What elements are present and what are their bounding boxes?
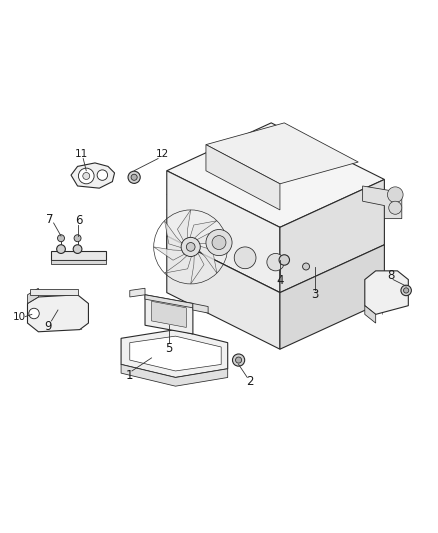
Circle shape [83, 173, 90, 180]
Circle shape [236, 357, 242, 363]
Text: 4: 4 [276, 274, 284, 287]
Circle shape [78, 168, 94, 184]
Circle shape [74, 235, 81, 241]
Polygon shape [165, 249, 194, 273]
Circle shape [57, 235, 64, 241]
Polygon shape [280, 245, 385, 349]
Circle shape [403, 288, 409, 293]
Circle shape [389, 201, 402, 214]
Polygon shape [165, 221, 188, 249]
Polygon shape [121, 365, 228, 386]
Text: 12: 12 [156, 149, 169, 159]
Polygon shape [280, 180, 385, 293]
Polygon shape [28, 295, 88, 332]
Circle shape [388, 187, 403, 203]
Polygon shape [121, 329, 228, 377]
Text: 7: 7 [46, 213, 53, 226]
Polygon shape [191, 247, 204, 284]
Polygon shape [30, 289, 78, 295]
Circle shape [303, 263, 310, 270]
Circle shape [212, 236, 226, 249]
Circle shape [131, 174, 137, 180]
Circle shape [267, 254, 284, 271]
Text: 2: 2 [246, 375, 253, 389]
Polygon shape [167, 171, 280, 293]
Circle shape [29, 308, 39, 319]
Polygon shape [130, 288, 145, 297]
Polygon shape [177, 210, 191, 247]
Circle shape [57, 245, 65, 254]
Text: 8: 8 [387, 269, 395, 282]
Polygon shape [71, 163, 115, 188]
Polygon shape [51, 260, 106, 264]
Circle shape [73, 245, 82, 254]
Polygon shape [206, 123, 358, 184]
Circle shape [234, 247, 256, 269]
Polygon shape [167, 236, 280, 310]
Circle shape [181, 237, 200, 256]
Polygon shape [154, 247, 191, 260]
Polygon shape [363, 186, 402, 219]
Text: 1: 1 [126, 369, 134, 382]
Text: 10: 10 [13, 312, 26, 322]
Polygon shape [51, 251, 106, 260]
Polygon shape [167, 236, 280, 349]
Polygon shape [145, 295, 193, 334]
Polygon shape [193, 303, 208, 313]
Polygon shape [194, 244, 217, 273]
Circle shape [233, 354, 245, 366]
Polygon shape [188, 221, 217, 244]
Polygon shape [28, 288, 39, 303]
Polygon shape [130, 336, 221, 371]
Circle shape [279, 255, 290, 265]
Polygon shape [206, 144, 280, 210]
Text: 9: 9 [45, 320, 52, 333]
Text: 11: 11 [75, 149, 88, 159]
Circle shape [128, 171, 140, 183]
Polygon shape [365, 305, 376, 323]
Circle shape [401, 285, 411, 296]
Polygon shape [167, 123, 385, 228]
Circle shape [206, 230, 232, 256]
Polygon shape [365, 271, 408, 314]
Polygon shape [145, 295, 193, 308]
Circle shape [97, 170, 108, 180]
Text: 6: 6 [75, 214, 83, 227]
Polygon shape [152, 301, 186, 327]
Text: 3: 3 [311, 288, 318, 301]
Polygon shape [191, 233, 228, 247]
Text: 5: 5 [165, 342, 173, 355]
Circle shape [186, 243, 195, 251]
